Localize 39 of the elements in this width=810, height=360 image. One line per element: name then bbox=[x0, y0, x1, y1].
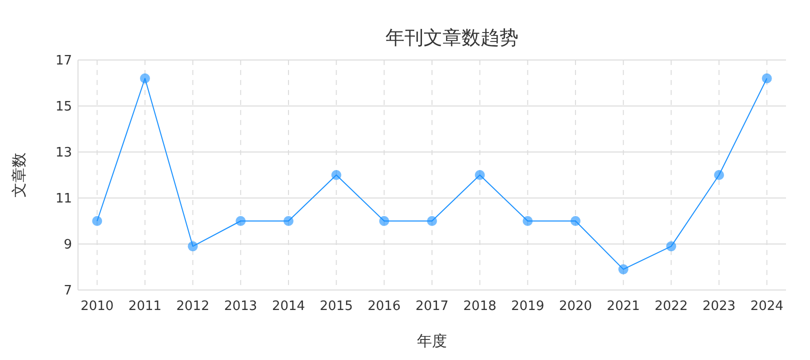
y-tick-label: 17 bbox=[55, 54, 72, 69]
x-axis-title: 年度 bbox=[417, 332, 447, 350]
y-axis-title: 文章数 bbox=[10, 152, 28, 198]
y-tick-label: 11 bbox=[55, 192, 72, 207]
point bbox=[236, 216, 246, 226]
point bbox=[283, 216, 294, 226]
x-tick-label: 2024 bbox=[750, 299, 784, 314]
x-tick-label: 2014 bbox=[272, 299, 306, 314]
x-tick-label: 2012 bbox=[176, 299, 210, 314]
x-tick-label: 2017 bbox=[415, 299, 449, 314]
chart-title: 年刊文章数趋势 bbox=[386, 27, 518, 49]
point bbox=[570, 216, 581, 226]
x-tick-label: 2021 bbox=[606, 299, 640, 314]
x-tick-label: 2022 bbox=[654, 299, 688, 314]
point bbox=[714, 170, 724, 180]
x-tick-label: 2016 bbox=[368, 299, 401, 314]
point bbox=[427, 216, 437, 226]
point bbox=[92, 216, 102, 226]
x-tick-label: 2018 bbox=[463, 299, 496, 314]
point bbox=[140, 73, 150, 84]
y-tick-label: 13 bbox=[55, 146, 72, 161]
y-tick-label: 7 bbox=[64, 284, 72, 299]
point bbox=[762, 73, 772, 84]
x-tick-label: 2019 bbox=[511, 299, 544, 314]
point bbox=[666, 241, 676, 252]
point bbox=[188, 241, 198, 252]
y-tick-label: 15 bbox=[55, 100, 72, 115]
x-tick-label: 2015 bbox=[320, 299, 353, 314]
x-tick-label: 2020 bbox=[558, 299, 592, 314]
x-tick-label: 2011 bbox=[128, 299, 162, 314]
point bbox=[522, 216, 533, 226]
y-tick-label: 9 bbox=[64, 238, 72, 253]
x-tick-label: 2010 bbox=[80, 299, 114, 314]
point bbox=[474, 170, 485, 180]
point bbox=[331, 170, 342, 180]
x-tick-label: 2013 bbox=[224, 299, 258, 314]
point bbox=[379, 216, 390, 226]
x-tick-label: 2023 bbox=[702, 299, 736, 314]
point bbox=[618, 264, 628, 274]
